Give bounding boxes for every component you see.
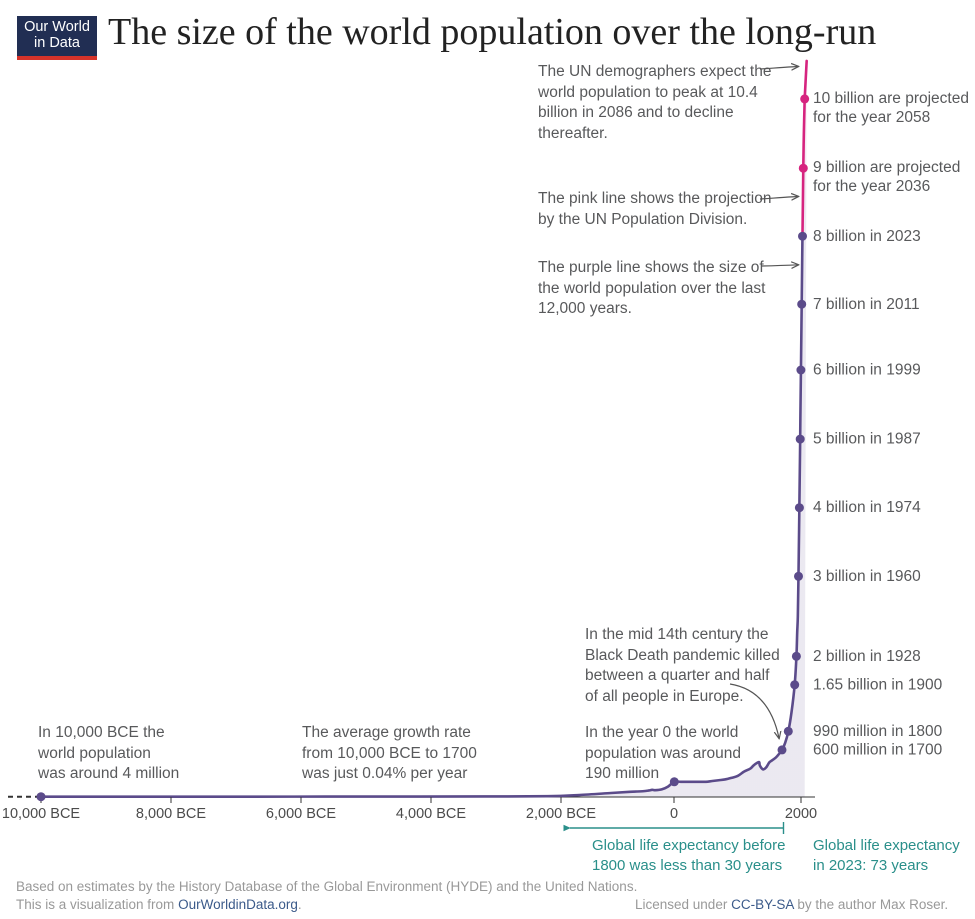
svg-text:0: 0 xyxy=(670,806,678,822)
svg-text:2000: 2000 xyxy=(785,806,817,822)
svg-text:990 million in 1800: 990 million in 1800 xyxy=(813,723,943,740)
svg-text:for the year 2058: for the year 2058 xyxy=(813,109,930,126)
svg-text:1.65 billion in 1900: 1.65 billion in 1900 xyxy=(813,676,943,693)
svg-text:4,000 BCE: 4,000 BCE xyxy=(396,806,466,822)
svg-text:600 million in 1700: 600 million in 1700 xyxy=(813,741,943,758)
svg-text:2 billion in 1928: 2 billion in 1928 xyxy=(813,648,921,665)
svg-text:8,000 BCE: 8,000 BCE xyxy=(136,806,206,822)
svg-text:6 billion in 1999: 6 billion in 1999 xyxy=(813,361,921,378)
svg-text:3 billion in 1960: 3 billion in 1960 xyxy=(813,568,921,585)
svg-text:10,000 BCE: 10,000 BCE xyxy=(2,806,81,822)
svg-text:4 billion in 1974: 4 billion in 1974 xyxy=(813,499,921,516)
svg-text:6,000 BCE: 6,000 BCE xyxy=(266,806,336,822)
svg-text:10 billion are projected: 10 billion are projected xyxy=(813,90,969,107)
svg-text:2,000 BCE: 2,000 BCE xyxy=(526,806,596,822)
svg-text:5 billion in 1987: 5 billion in 1987 xyxy=(813,431,921,448)
svg-text:for the year 2036: for the year 2036 xyxy=(813,178,930,195)
svg-text:8 billion in 2023: 8 billion in 2023 xyxy=(813,228,921,245)
svg-text:7 billion in 2011: 7 billion in 2011 xyxy=(813,296,920,313)
svg-text:9 billion are projected: 9 billion are projected xyxy=(813,159,960,176)
